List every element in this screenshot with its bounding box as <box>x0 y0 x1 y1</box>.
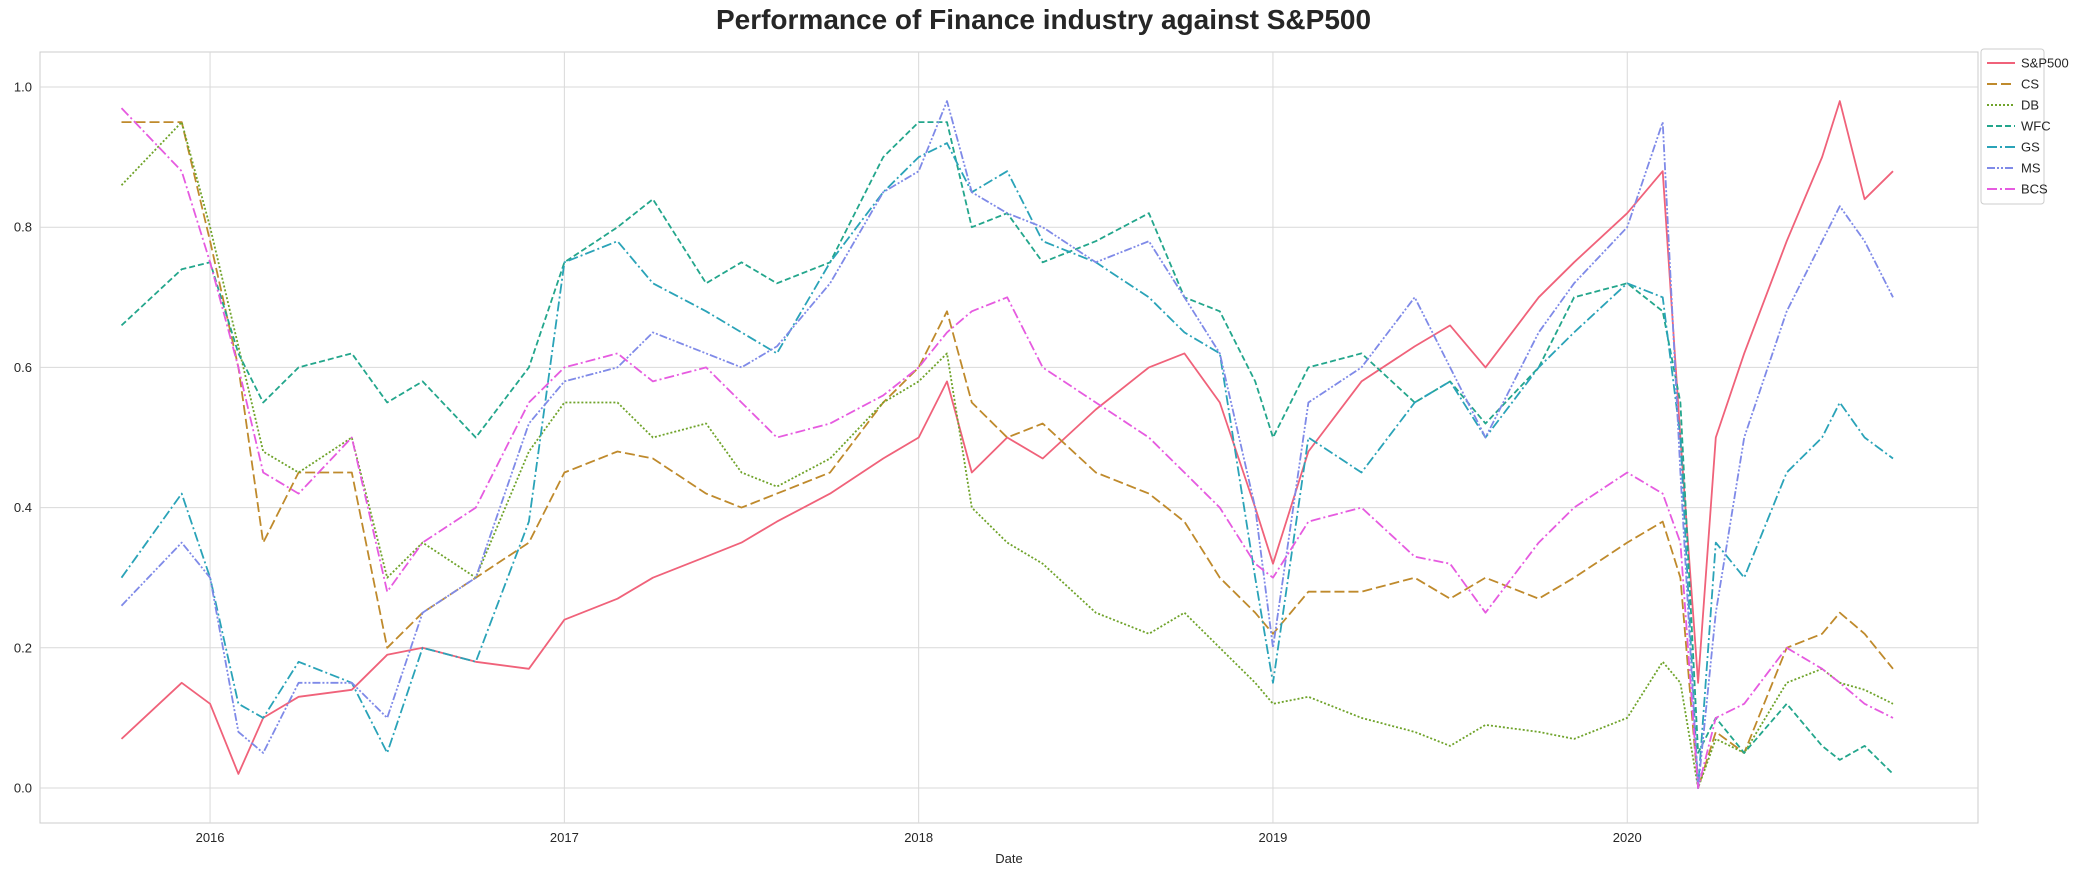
legend-box <box>1980 48 2045 205</box>
y-tick-label: 0.6 <box>14 360 32 375</box>
y-tick-label: 0.2 <box>14 640 32 655</box>
x-tick-label: 2019 <box>1258 830 1287 845</box>
grid-layer <box>40 52 1978 823</box>
y-tick-label: 1.0 <box>14 80 32 95</box>
x-tick-label: 2020 <box>1613 830 1642 845</box>
legend-label: DB <box>2021 98 2039 113</box>
y-tick-label: 0.0 <box>14 780 32 795</box>
chart-title: Performance of Finance industry against … <box>715 4 1372 35</box>
legend-label: WFC <box>2021 119 2051 134</box>
series-line-gs <box>120 142 1894 789</box>
series-line-ms <box>120 100 1894 789</box>
x-axis-label: Date <box>995 851 1022 866</box>
legend-label: MS <box>2021 161 2041 176</box>
x-tick-label: 2016 <box>196 830 225 845</box>
x-tick-label: 2018 <box>904 830 933 845</box>
y-tick-label: 0.4 <box>14 500 32 515</box>
series-line-db <box>120 121 1894 789</box>
legend-label: GS <box>2021 140 2040 155</box>
series-layer <box>120 100 1894 789</box>
y-tick-label: 0.8 <box>14 220 32 235</box>
tick-layer: 2016 2017 2018 2019 2020 0.0 0.2 0.4 0.6 0.8 1.0 <box>14 80 1642 845</box>
legend-label: BCS <box>2021 182 2048 197</box>
legend-label: CS <box>2021 77 2039 92</box>
series-line-bcs <box>120 107 1894 789</box>
legend-label: S&P500 <box>2021 56 2069 71</box>
series-line-cs <box>121 121 1894 789</box>
legend: S&P500 CS DB WFC GS MS BCS <box>1980 48 2069 205</box>
x-tick-label: 2017 <box>550 830 579 845</box>
plot-frame <box>39 51 1979 824</box>
